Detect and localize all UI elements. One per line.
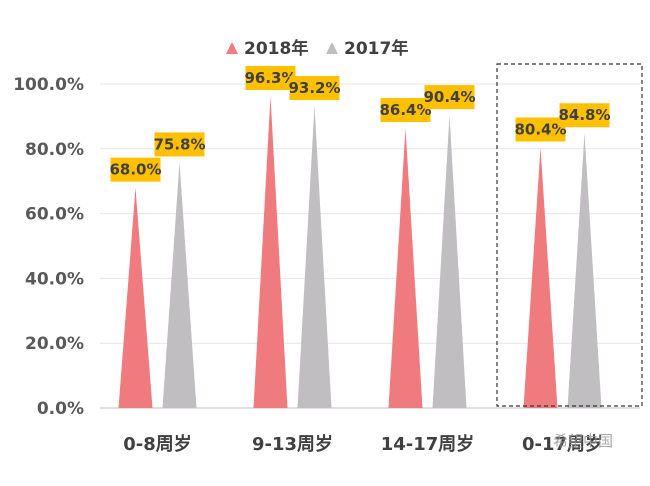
y-tick-label: 60.0% [25, 205, 84, 225]
bars [118, 95, 602, 409]
data-label: 93.2% [288, 79, 340, 97]
data-label: 90.4% [423, 88, 475, 106]
bar [297, 106, 332, 409]
data-label: 86.4% [379, 101, 431, 119]
data-label-box [110, 157, 161, 182]
bar [523, 147, 558, 408]
x-axis: 0-8周岁 9-13周岁 14-17周岁 0-17周岁 [123, 433, 603, 455]
x-tick-label: 9-13周岁 [252, 433, 333, 455]
y-axis: 0.0% 20.0% 40.0% 60.0% 80.0% 100.0% [13, 75, 84, 419]
data-labels: 68.0% 75.8% 96.3%93.2% 86.4%90.4% 80.4%84.8% [109, 65, 611, 182]
legend-label: 2017年 [344, 38, 408, 59]
y-tick-label: 0.0% [37, 399, 84, 419]
y-tick-label: 80.0% [25, 140, 84, 160]
x-tick-label: 0-8周岁 [123, 433, 192, 455]
data-label: 84.8% [558, 106, 610, 124]
bar [253, 95, 288, 408]
legend: 2018年 2017年 [226, 38, 408, 59]
legend-label: 2018年 [244, 38, 308, 59]
bar [118, 187, 153, 408]
watermark-text: 希望中国 [553, 432, 613, 450]
watermark: 希望中国 [553, 432, 613, 450]
data-label-box [380, 98, 431, 123]
legend-marker [326, 42, 338, 54]
bar [388, 128, 423, 408]
y-tick-label: 20.0% [25, 334, 84, 354]
data-label-box [559, 103, 610, 128]
x-tick-label: 14-17周岁 [381, 433, 475, 455]
bar [432, 115, 467, 408]
y-tick-label: 40.0% [25, 269, 84, 289]
data-label: 96.3% [244, 69, 296, 87]
data-label: 68.0% [109, 161, 161, 179]
highlight-box [496, 63, 643, 407]
data-label-box [424, 85, 475, 110]
bar [162, 162, 197, 408]
data-label-box [245, 65, 296, 90]
data-label-box [289, 76, 340, 101]
y-tick-label: 100.0% [13, 75, 84, 95]
bar [567, 133, 602, 409]
data-label-box [154, 132, 205, 157]
legend-marker [226, 42, 238, 54]
data-label-box [515, 117, 566, 142]
x-tick-label: 0-17周岁 [522, 433, 603, 455]
data-label: 80.4% [514, 121, 566, 139]
data-label: 75.8% [153, 135, 205, 153]
